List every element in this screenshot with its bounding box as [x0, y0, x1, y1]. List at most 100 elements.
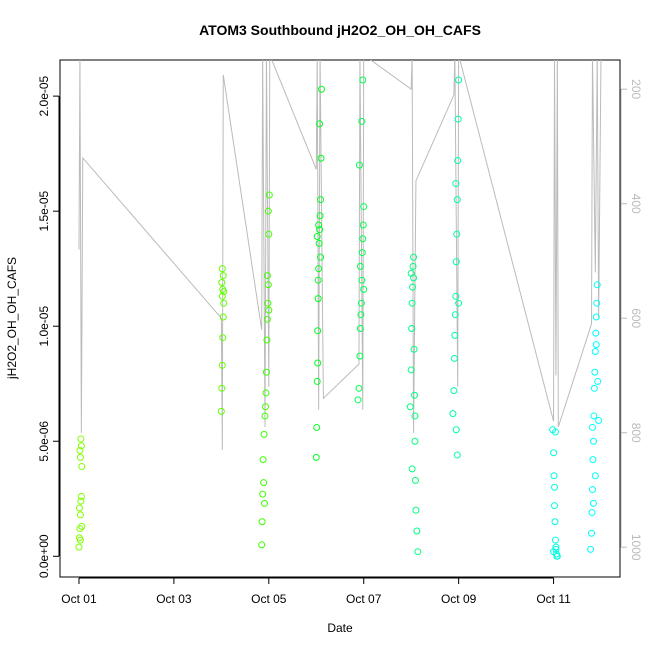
scatter-point [357, 299, 365, 307]
scatter-point [587, 545, 595, 553]
scatter-point [265, 306, 273, 314]
scatter-point [76, 446, 84, 454]
scatter-point [592, 313, 600, 321]
scatter-point [218, 361, 226, 369]
scatter-point [551, 483, 559, 491]
scatter-point [76, 511, 84, 519]
y-tick-label: 5.0e-06 [37, 421, 51, 462]
scatter-point [408, 299, 416, 307]
scatter-point [409, 283, 417, 291]
scatter-point [316, 226, 324, 234]
scatter-point [414, 548, 422, 556]
scatter-point [553, 552, 561, 560]
scatter-point [453, 451, 461, 459]
scatter-point [76, 453, 84, 461]
scatter-point [410, 345, 418, 353]
scatter-point [358, 276, 366, 284]
scatter-point [411, 412, 419, 420]
scatter-point [263, 315, 271, 323]
scatter-point [452, 426, 460, 434]
scatter-point [588, 509, 596, 517]
scatter-point [317, 196, 325, 204]
scatter-point [551, 502, 559, 510]
scatter-point [315, 239, 323, 247]
scatter-point [259, 490, 267, 498]
y2-tick-label: 1000 [629, 534, 643, 561]
scatter-point [355, 161, 363, 169]
scatter-point [76, 536, 84, 544]
y2-tick-label: 200 [629, 79, 643, 99]
scatter-point [262, 368, 270, 376]
scatter-point [354, 396, 362, 404]
scatter-point [455, 76, 463, 84]
scatter-point [595, 417, 603, 425]
scatter-point [78, 463, 86, 471]
scatter-point [360, 203, 368, 211]
scatter-point [358, 117, 366, 125]
scatter-point [406, 403, 414, 411]
scatter-point [589, 499, 597, 507]
scatter-point [550, 449, 558, 457]
scatter-point [453, 196, 461, 204]
scatter-point [314, 327, 322, 335]
scatter-point [593, 299, 601, 307]
scatter-point [265, 191, 273, 199]
scatter-point [552, 545, 560, 553]
scatter-point [588, 423, 596, 431]
scatter-point [590, 384, 598, 392]
y-tick-label: 0.0e+00 [37, 534, 51, 578]
scatter-point [315, 265, 323, 273]
scatter-point [355, 384, 363, 392]
scatter-point [265, 230, 273, 238]
scatter-point [592, 341, 600, 349]
scatter-point [317, 253, 325, 261]
scatter-point [317, 85, 325, 93]
scatter-point [313, 232, 321, 240]
scatter-point [591, 368, 599, 376]
y-tick-label: 1.0e-05 [37, 306, 51, 347]
scatter-point [316, 120, 324, 128]
scatter-point [588, 529, 596, 537]
scatter-point [550, 548, 558, 556]
scatter-point [263, 272, 271, 280]
scatter-point [450, 387, 458, 395]
scatter-point [312, 453, 320, 461]
scatter-point [407, 366, 415, 374]
scatter-point [77, 435, 85, 443]
scatter-point [78, 522, 86, 530]
scatter-point [413, 527, 421, 535]
scatter-point [589, 456, 597, 464]
pressure-line [78, 60, 602, 450]
scatter-point [313, 423, 321, 431]
scatter-point [264, 281, 272, 289]
scatter-point [315, 221, 323, 229]
scatter-point [218, 278, 226, 286]
scatter-point [591, 348, 599, 356]
scatter-point [359, 235, 367, 243]
scatter-point [261, 403, 269, 411]
scatter-point [316, 212, 324, 220]
scatter-point [410, 253, 418, 261]
x-axis-label: Date [327, 621, 353, 635]
scatter-point [314, 295, 322, 303]
scatter-point [317, 154, 325, 162]
scatter-point [263, 336, 271, 344]
scatter-point [452, 292, 460, 300]
scatter-point [551, 518, 559, 526]
scatter-point [264, 299, 272, 307]
x-tick-label: Oct 01 [61, 592, 97, 606]
scatter-point [261, 499, 269, 507]
scatter-point [220, 288, 228, 296]
scatter-point [358, 249, 366, 257]
scatter-point [408, 465, 416, 473]
scatter-point [260, 430, 268, 438]
scatter-point [261, 412, 269, 420]
scatter-point [218, 292, 226, 300]
scatter-point [218, 384, 226, 392]
scatter-point [313, 377, 321, 385]
scatter-point [217, 407, 225, 415]
scatter-point [408, 325, 416, 333]
y2-tick-label: 800 [629, 423, 643, 443]
x-tick-label: Oct 05 [251, 592, 287, 606]
